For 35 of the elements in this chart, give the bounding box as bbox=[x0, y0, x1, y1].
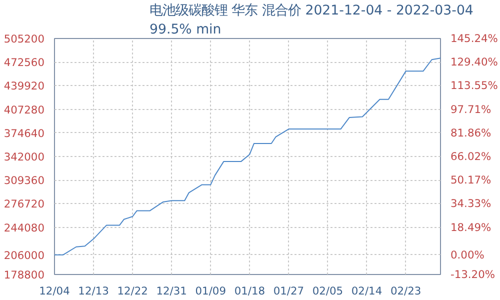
y2-tick-label: 145.24% bbox=[450, 32, 498, 45]
y2-tick-label: 129.40% bbox=[450, 56, 498, 69]
chart-subtitle: 99.5% min bbox=[150, 22, 222, 38]
y-tick-label: 374640 bbox=[4, 126, 45, 140]
y2-tick-label: -13.20% bbox=[450, 268, 495, 281]
y-tick-label: 206000 bbox=[4, 248, 45, 262]
y-tick-label: 244080 bbox=[4, 221, 45, 234]
y-tick-label: 178800 bbox=[4, 268, 45, 282]
x-tick-label: 12/31 bbox=[156, 284, 187, 298]
y-tick-label: 439920 bbox=[4, 80, 45, 93]
x-tick-label: 12/22 bbox=[117, 284, 148, 298]
chart-title: 电池级碳酸锂 华东 混合价 2021-12-04 - 2022-03-04 bbox=[150, 4, 474, 18]
x-tick-label: 02/05 bbox=[312, 284, 344, 298]
y2-tick-label: 113.55% bbox=[450, 79, 498, 92]
y-tick-label: 472560 bbox=[4, 56, 45, 70]
y2-tick-label: 50.17% bbox=[450, 174, 492, 187]
x-tick-label: 01/18 bbox=[234, 284, 266, 298]
y2-tick-label: 97.71% bbox=[450, 102, 492, 116]
line-series bbox=[54, 58, 440, 256]
y2-tick-label: 81.86% bbox=[450, 126, 492, 140]
x-tick-label: 01/27 bbox=[273, 284, 304, 298]
x-tick-label: 12/13 bbox=[78, 284, 109, 298]
y2-tick-label: 0.00% bbox=[450, 248, 484, 262]
y2-tick-label: 34.33% bbox=[450, 197, 492, 210]
y-tick-label: 342000 bbox=[4, 150, 45, 164]
x-tick-label: 02/23 bbox=[390, 284, 422, 298]
y2-tick-label: 18.49% bbox=[450, 220, 492, 234]
y-tick-label: 309360 bbox=[4, 174, 45, 188]
y2-tick-label: 66.02% bbox=[450, 150, 492, 163]
y-tick-label: 276720 bbox=[4, 198, 45, 211]
x-tick-label: 01/09 bbox=[195, 284, 226, 298]
y-tick-label: 505200 bbox=[4, 32, 45, 46]
y-tick-label: 407280 bbox=[4, 103, 45, 116]
x-tick-label: 12/04 bbox=[39, 284, 70, 298]
x-tick-label: 02/14 bbox=[351, 284, 382, 298]
